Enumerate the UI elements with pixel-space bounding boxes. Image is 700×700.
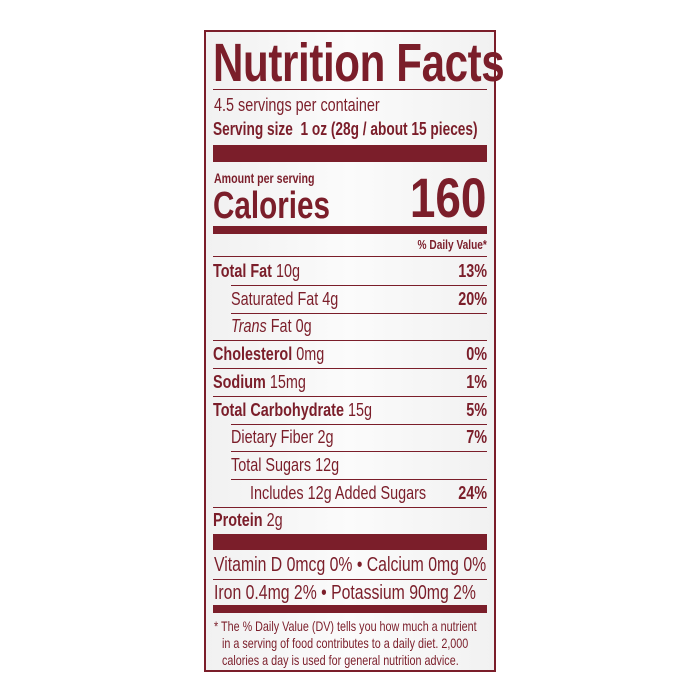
divider	[213, 340, 487, 342]
serving-size-value: 1 oz (28g / about 15 pieces)	[300, 119, 478, 139]
daily-value-percent: 5%	[466, 399, 487, 420]
divider	[231, 478, 487, 480]
divider	[213, 256, 487, 257]
amount-per-serving: Amount per serving	[214, 170, 315, 186]
divider	[213, 579, 487, 580]
nutrient-name: Total Sugars	[231, 454, 312, 475]
footnote-line: * The % Daily Value (DV) tells you how m…	[214, 618, 477, 634]
divider	[213, 395, 487, 397]
nutrient-name: Sodium	[213, 371, 266, 392]
divider	[213, 368, 487, 370]
nutrient-amount: 15g	[347, 399, 372, 420]
daily-value-percent: 13%	[458, 261, 487, 281]
nutrient-label: Total Fat 10g	[213, 262, 300, 280]
thick-divider	[213, 145, 487, 162]
nutrient-amount: 0mg	[296, 344, 325, 365]
daily-value-percent: 24%	[458, 482, 487, 503]
serving-size: Serving size 1 oz (28g / about 15 pieces…	[213, 120, 478, 138]
footnote-line: in a serving of food contributes to a da…	[222, 635, 469, 651]
divider	[231, 285, 487, 286]
nutrient-amount: 15mg	[269, 371, 306, 392]
thick-divider	[213, 534, 487, 550]
nutrient-amount: 4g	[322, 288, 339, 309]
vitamin-row: Vitamin D 0mcg 0% • Calcium 0mg 0%	[214, 554, 487, 576]
nutrient-label: Saturated Fat 4g	[231, 290, 338, 308]
divider	[231, 423, 487, 425]
nutrient-name: Total Carbohydrate	[213, 399, 344, 420]
daily-value-percent: 1%	[466, 371, 487, 392]
nutrient-label: Trans Fat 0g	[231, 317, 312, 335]
calories-label: Calories	[213, 185, 330, 227]
divider	[213, 506, 487, 508]
divider	[231, 451, 487, 453]
daily-value-percent: 0%	[466, 344, 487, 365]
mineral-row: Iron 0.4mg 2% • Potassium 90mg 2%	[214, 582, 476, 604]
nutrient-label: Cholesterol 0mg	[213, 345, 324, 363]
divider	[231, 312, 487, 314]
footnote-line: calories a day is used for general nutri…	[222, 652, 459, 668]
nutrient-label: Protein 2g	[213, 511, 283, 529]
nutrient-name: Includes 12g Added Sugars	[250, 482, 427, 503]
nutrient-label: Total Sugars 12g	[231, 456, 339, 474]
daily-value-percent: 20%	[458, 288, 487, 309]
nutrient-label: Dietary Fiber 2g	[231, 428, 333, 446]
medium-divider	[213, 605, 487, 613]
nutrition-facts-label: Nutrition Facts 4.5 servings per contain…	[204, 30, 505, 672]
divider	[213, 89, 487, 90]
nutrient-name: Protein	[213, 510, 263, 531]
nutrient-label: Includes 12g Added Sugars	[250, 484, 426, 502]
serving-size-label: Serving size	[213, 119, 293, 139]
nutrient-label: Sodium 15mg	[213, 373, 306, 391]
nutrient-name: Total Fat	[213, 261, 272, 281]
nutrient-name: Trans	[231, 316, 267, 337]
nutrient-amount: 2g	[317, 427, 334, 448]
daily-value-header: % Daily Value*	[417, 237, 487, 252]
nutrient-name-suffix: Fat	[270, 316, 292, 337]
nutrient-amount: 0g	[295, 316, 312, 337]
nutrient-name: Saturated Fat	[231, 288, 319, 309]
medium-divider	[213, 226, 487, 234]
calories-value: 160	[409, 166, 486, 229]
daily-value-percent: 7%	[466, 427, 487, 448]
nutrient-label: Total Carbohydrate 15g	[213, 401, 372, 419]
nutrient-amount: 10g	[275, 261, 300, 281]
title: Nutrition Facts	[213, 33, 505, 93]
nutrient-name: Cholesterol	[213, 344, 293, 365]
nutrient-amount: 2g	[266, 510, 283, 531]
nutrient-name: Dietary Fiber	[231, 427, 314, 448]
servings-per-container: 4.5 servings per container	[214, 95, 380, 115]
nutrient-amount: 12g	[315, 454, 340, 475]
